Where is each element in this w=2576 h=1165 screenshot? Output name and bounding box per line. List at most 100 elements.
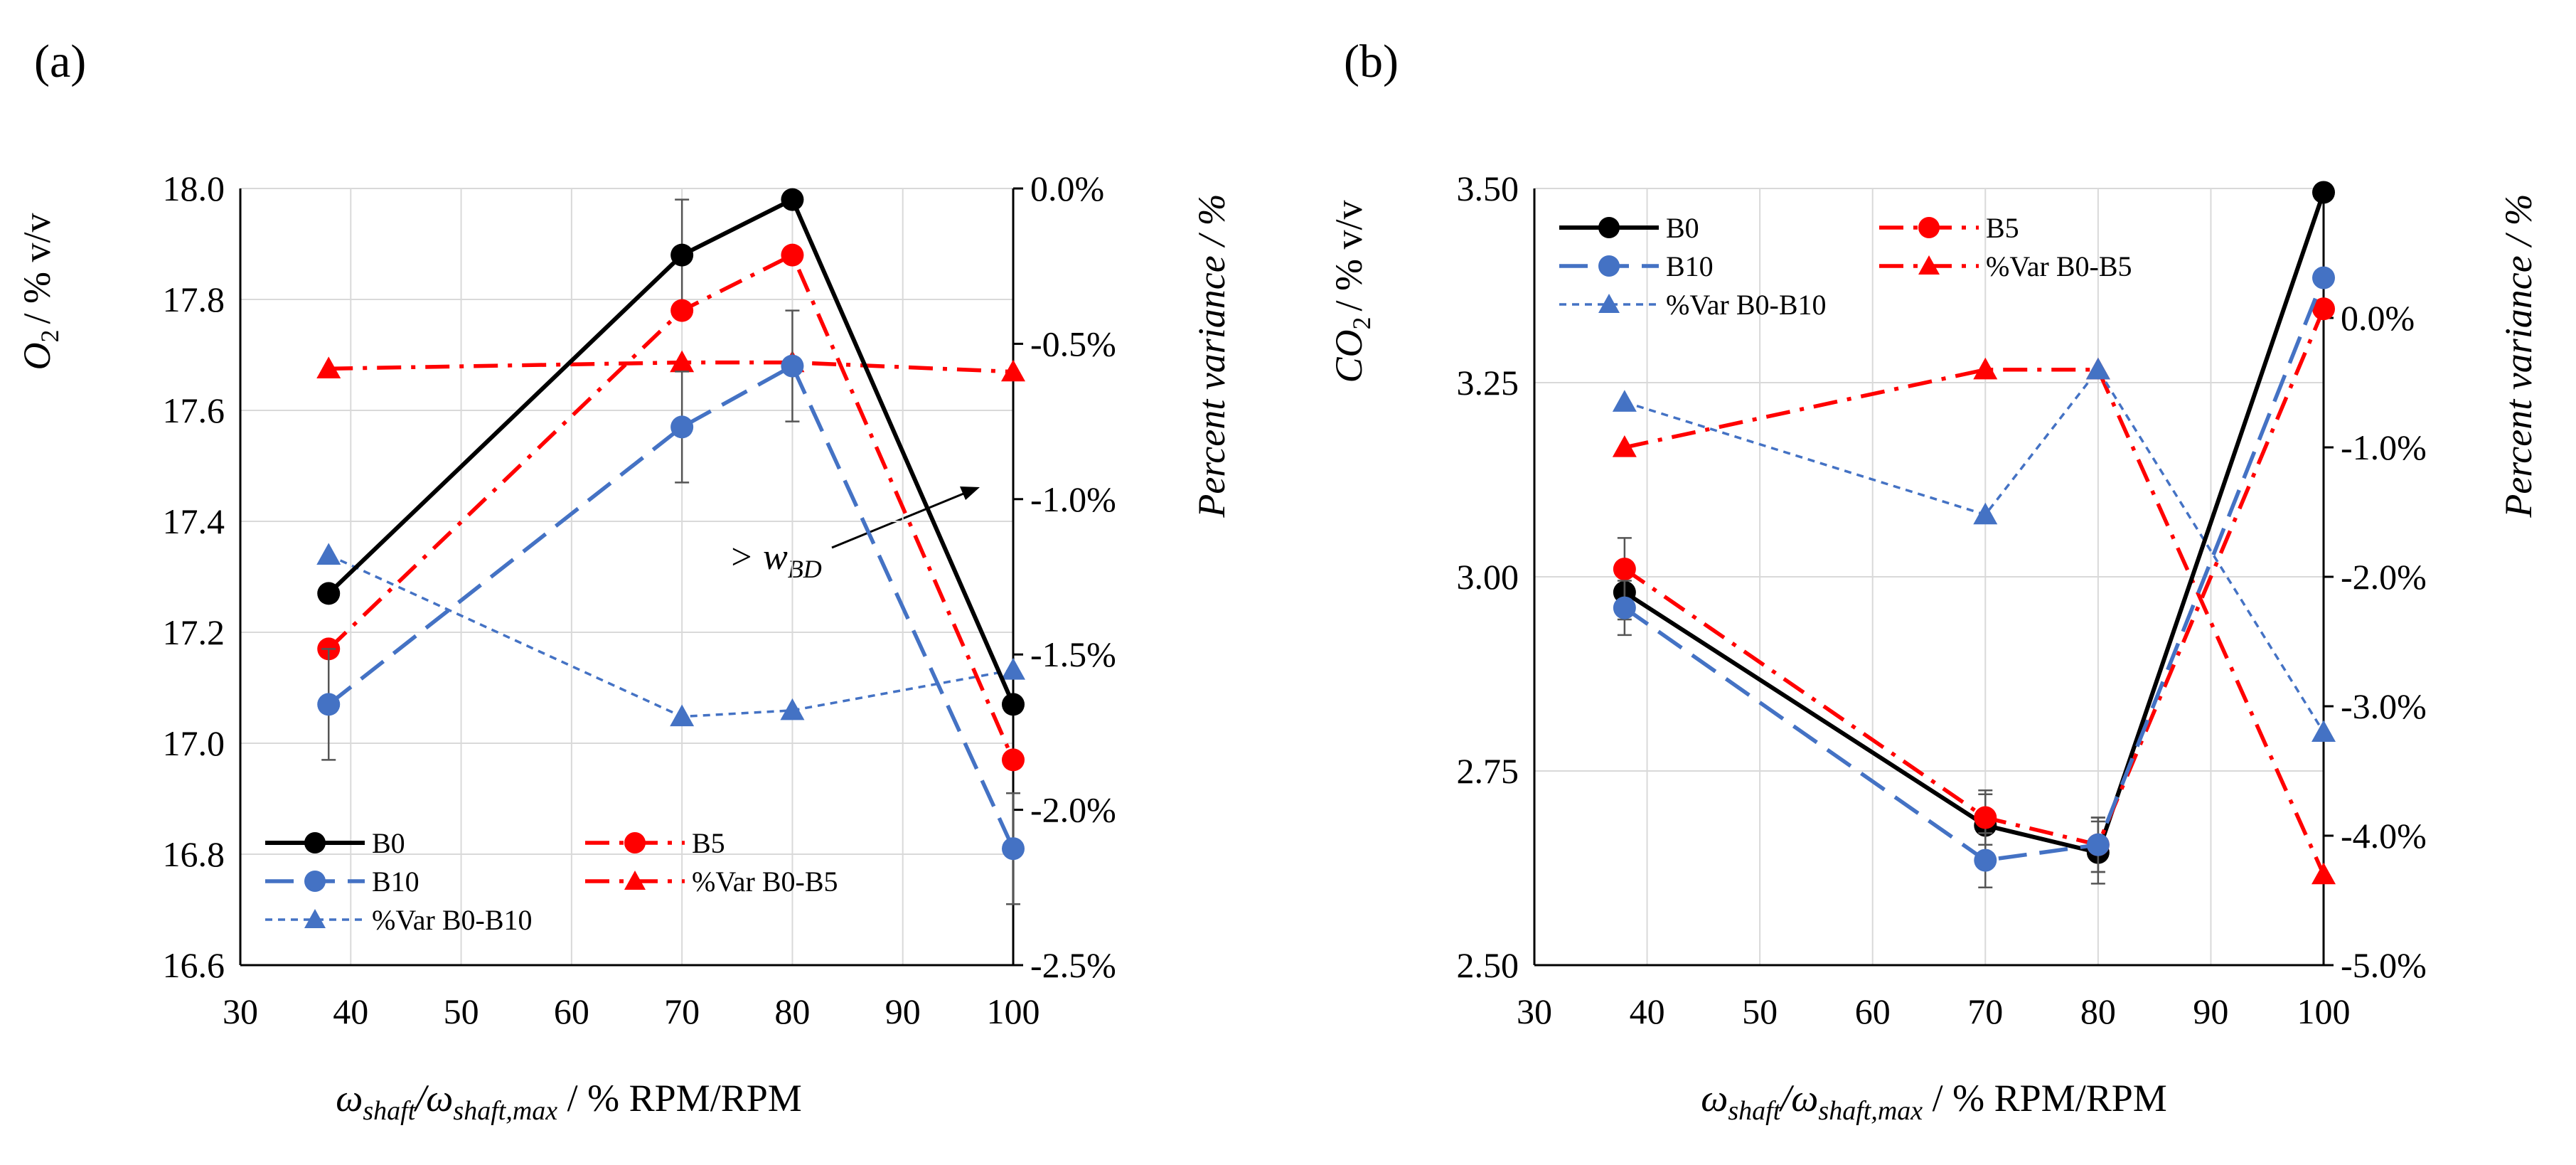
panel-a-x-unit: / % RPM/RPM [557,1077,802,1119]
panel-b-series-var-b0-b10-line [1624,367,2325,733]
panel-a-series-b0-line [327,196,1015,706]
panel-a-x-omega1: ω [336,1077,363,1119]
panel-a-series-var-b0-b5-point [670,350,695,373]
panel-b-series-b5-line [1623,308,2326,847]
panel-a-annotation-arrow-shaft [831,489,971,549]
panel-b-y-tick-label: 2.75 [1457,751,1519,791]
panel-b-y2-axis-title: Percent variance / % [2497,193,2540,518]
panel-b-x-omega1: ω [1701,1077,1728,1119]
panel-b-x-tick-label: 40 [1630,991,1665,1031]
panel-a-legend-b10-marker [304,871,326,892]
panel-a-y-tick-label: 17.0 [163,723,225,763]
panel-b-y2-tick-label: -5.0% [2341,945,2427,985]
panel-b-series-var-b0-b10-point [2312,720,2336,742]
panel-a-series-b5-line [327,252,1015,761]
panel-a-series-b10-point [670,415,694,439]
panel-b-x-unit: / % RPM/RPM [1923,1077,2167,1119]
panel-a-y2-tick-label: -1.0% [1030,479,1116,519]
panel-a-legend-b5-marker [624,832,646,853]
panel-b-series-b5-point [1974,806,1997,829]
panel-b-y-tick-label: 3.50 [1457,169,1519,208]
panel-a-x-tick-label: 80 [774,991,810,1031]
panel-a-y-tick-label: 17.4 [163,501,225,541]
panel-b-x-axis-title: ωshaft/ωshaft,max / % RPM/RPM [1701,1077,2167,1126]
panel-b-x-tick-label: 50 [1742,991,1778,1031]
panel-b-legend-b0-label: B0 [1666,212,1699,244]
panel-a-x-tick-label: 30 [223,991,258,1031]
panel-b-legend-var-b0-b5-label: %Var B0-B5 [1986,250,2132,282]
panel-a-series-var-b0-b5-point [1001,359,1025,382]
panel-b-series-b10-point [1613,596,1636,619]
panel-a-x-sub1: shaft [363,1096,416,1126]
panel-b-y2-tick-label: -1.0% [2341,427,2427,467]
panel-b-series-var-b0-b10-point [1612,390,1637,412]
panel-a-y-unit: / % v/v [16,213,58,324]
panel-a-y2-tick-label: -0.5% [1030,324,1116,363]
panel-a-x-tick-label: 100 [987,991,1040,1031]
panel-a-series-b5-point [781,243,804,267]
panel-a-x-sub2: shaft,max [453,1096,557,1126]
panel-a-x-axis-title: ωshaft/ωshaft,max / % RPM/RPM [336,1077,802,1126]
panel-b-legend-var-b0-b10-marker [1598,294,1620,313]
panel-a-annotation-text: > w [729,537,788,578]
panel-a-y2-tick-label: 0.0% [1030,169,1104,208]
panel-b-x-tick-label: 70 [1967,991,2003,1031]
panel-a-y-tick-label: 17.2 [163,612,225,652]
panel-a-y-tick-label: 18.0 [163,169,225,208]
panel-a-series-b10-line [327,363,1015,850]
panel-b-series-var-b0-b5-point [1612,435,1637,457]
panel-b-y-tick-label: 3.25 [1457,363,1519,403]
panel-a-legend-var-b0-b5-label: %Var B0-B5 [692,866,838,898]
panel-b-series-b10-point [2312,266,2335,289]
panel-a-chart: 30 40 50 60 70 80 90 100 16.6 16.8 17.0 17.2 17.4 17.… [163,169,1116,1031]
panel-a-legend-b0-marker [304,832,326,853]
panel-b-y-unit: / % v/v [1327,200,1370,311]
panel-a-legend-b0-label: B0 [372,827,405,859]
panel-b-y-subscript: 2 [1347,316,1376,329]
panel-b-y2-tick-label: -4.0% [2341,816,2427,856]
panel-b-series-b0-line [1623,191,2326,856]
panel-a-series-var-b0-b10-line [328,553,1014,718]
panel-a-y2-tick-label: -1.5% [1030,634,1116,674]
panel-a-series-b5-point [670,299,694,322]
panel-a-series-var-b0-b5-point [316,356,341,378]
panel-a-y2-axis-title: Percent variance / % [1190,193,1233,518]
panel-a-legend-var-b0-b10-label: %Var B0-B10 [372,904,533,936]
panel-a-annotation-arrowhead [960,486,980,500]
panel-a-series-var-b0-b10-point [780,698,805,720]
panel-b-series-var-b0-b5-point [1973,357,1998,380]
panel-b-label: (b) [1344,36,1399,87]
panel-b-series-b10-line [1623,277,2326,863]
panel-a-x-tick-label: 40 [333,991,368,1031]
panel-a-series-b10-point [317,693,341,716]
panel-b-x-omega2: /ω [1778,1077,1818,1119]
panel-b-x-sub2: shaft,max [1818,1096,1923,1126]
panel-a-legend-b5-label: B5 [692,827,725,859]
panel-a-series-b5-point [1002,748,1025,772]
panel-b-legend-b10-label: B10 [1666,250,1714,282]
panel-b-series-var-b0-b10-point [2085,357,2110,380]
panel-b-legend-b5-marker [1918,217,1940,238]
panel-a-annotation-subscript: BD [788,555,822,583]
panel-a-y-tick-label: 16.6 [163,945,225,985]
panel-b-legend-var-b0-b10-label: %Var B0-B10 [1666,289,1827,321]
panel-b-x-tick-label: 80 [2080,991,2116,1031]
panel-b-y-tick-label: 2.50 [1457,945,1519,985]
panel-a-series-var-b0-b10-point [1001,658,1025,680]
panel-a-x-tick-label: 90 [885,991,921,1031]
panel-a-series-var-b0-b5-line [328,360,1014,374]
panel-b-legend-b0-marker [1598,217,1620,238]
panel-a-series-b0-point [317,582,341,605]
panel-a-y-axis-title: O2 / % v/v [16,213,64,371]
panel-b-series-b10-point [1974,849,1997,872]
panel-a-series-var-b0-b10-point [670,704,695,727]
panel-b-chart: 30 40 50 60 70 80 90 100 2.50 2.75 3.00 3.25 3.50 -5.… [1457,169,2427,1031]
panel-b-y-symbol: CO [1327,329,1370,383]
panel-a-y-tick-label: 17.8 [163,280,225,319]
panel-a-x-tick-label: 70 [664,991,700,1031]
panel-a-series-b0-point [1002,693,1025,716]
panel-a-x-omega2: /ω [413,1077,453,1119]
panel-a-series-b0-point [781,188,804,211]
